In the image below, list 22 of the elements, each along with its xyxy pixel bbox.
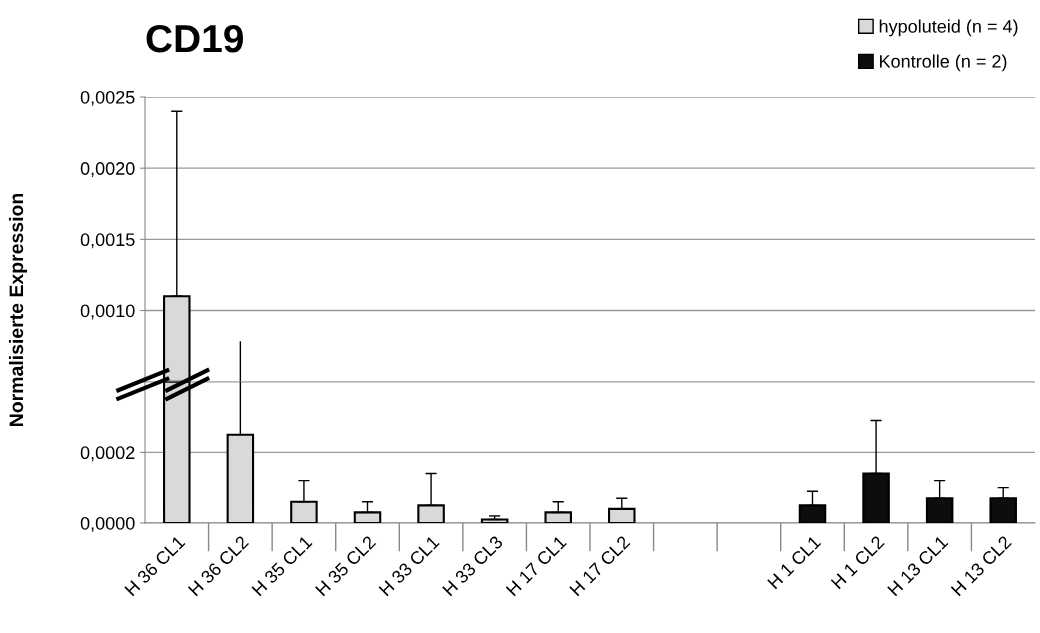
y-tick-label: 0,0010 — [80, 304, 135, 320]
y-tick-label: 0,0002 — [80, 446, 135, 462]
x-tick-label: H 13 CL1 — [887, 535, 949, 597]
y-tick-label: 0,0025 — [80, 90, 135, 106]
legend-label: Kontrolle (n = 2) — [880, 54, 1007, 72]
x-tick-label: H 35 CL1 — [251, 535, 313, 597]
x-tick-label: H 35 CL2 — [314, 535, 377, 597]
legend-label: hypoluteid (n = 4) — [879, 19, 1018, 37]
y-tick-label: 0,0015 — [80, 233, 135, 249]
x-tick-label: H 33 CL3 — [442, 535, 504, 597]
chart-title: CD19 — [146, 24, 243, 53]
x-tick-label: H 17 CL1 — [505, 535, 567, 597]
y-tick-label: 0,0000 — [80, 516, 135, 532]
x-tick-label: H 1 CL2 — [830, 535, 885, 590]
x-tick-label: H 33 CL1 — [378, 535, 440, 597]
y-tick-label: 0,0020 — [80, 162, 135, 178]
x-tick-label: H 1 CL1 — [767, 535, 822, 590]
x-tick-label: H 36 CL2 — [187, 535, 250, 597]
x-tick-label: H 36 CL1 — [124, 535, 186, 597]
x-tick-label: H 17 CL2 — [569, 535, 631, 597]
y-axis-title: Normalisierte Expression — [8, 193, 28, 426]
x-tick-label: H 13 CL2 — [950, 535, 1012, 597]
